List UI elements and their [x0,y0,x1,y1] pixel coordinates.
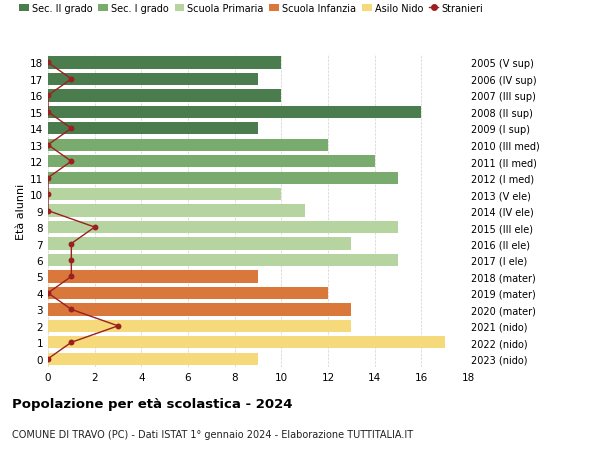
Bar [48,287,328,299]
Y-axis label: Età alunni: Età alunni [16,183,26,239]
Bar [48,172,398,185]
Point [90,224,100,231]
Point [67,241,76,248]
Point [67,76,76,84]
Text: Popolazione per età scolastica - 2024: Popolazione per età scolastica - 2024 [12,397,293,410]
Bar [48,353,258,365]
Bar [48,139,328,151]
Point [67,257,76,264]
Bar [48,303,352,316]
Point [67,125,76,133]
Bar [48,106,421,119]
Point [43,355,53,363]
Legend: Sec. II grado, Sec. I grado, Scuola Primaria, Scuola Infanzia, Asilo Nido, Stran: Sec. II grado, Sec. I grado, Scuola Prim… [19,4,483,14]
Bar [48,221,398,234]
Y-axis label: Anni di nascita: Anni di nascita [599,170,600,252]
Bar [48,205,305,217]
Point [67,339,76,346]
Text: COMUNE DI TRAVO (PC) - Dati ISTAT 1° gennaio 2024 - Elaborazione TUTTITALIA.IT: COMUNE DI TRAVO (PC) - Dati ISTAT 1° gen… [12,429,413,439]
Bar [48,57,281,69]
Point [43,174,53,182]
Point [43,109,53,116]
Point [43,142,53,149]
Bar [48,320,352,332]
Bar [48,156,374,168]
Bar [48,90,281,102]
Bar [48,189,281,201]
Point [113,323,123,330]
Point [43,92,53,100]
Point [43,191,53,198]
Bar [48,73,258,86]
Point [67,306,76,313]
Bar [48,238,352,250]
Point [43,207,53,215]
Point [43,290,53,297]
Point [67,158,76,166]
Bar [48,271,258,283]
Bar [48,336,445,349]
Point [43,60,53,67]
Point [67,273,76,280]
Bar [48,254,398,267]
Bar [48,123,258,135]
